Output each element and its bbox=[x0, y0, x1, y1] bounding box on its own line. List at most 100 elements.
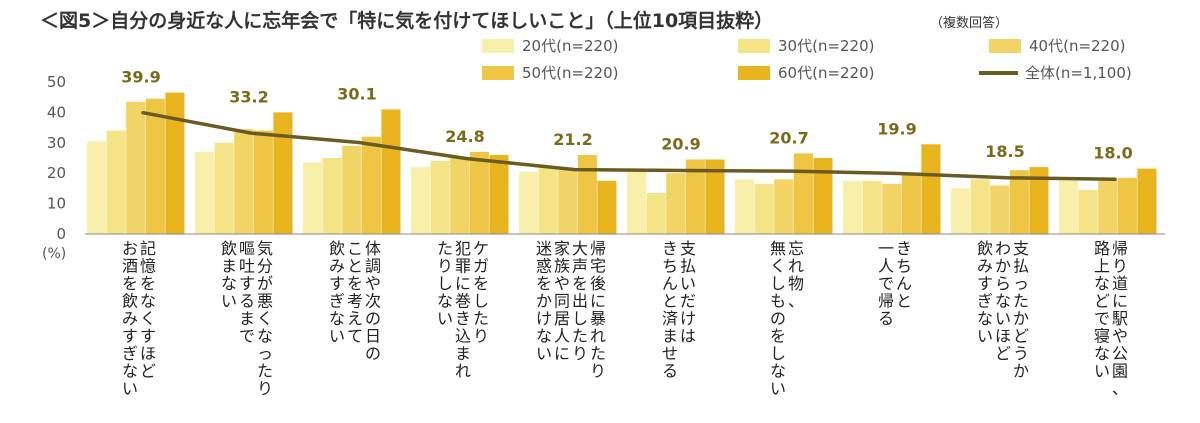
bar bbox=[627, 170, 647, 234]
bar bbox=[901, 174, 921, 234]
bar bbox=[1117, 177, 1137, 234]
bar bbox=[1029, 167, 1049, 234]
bar bbox=[342, 145, 362, 234]
legend-swatch bbox=[738, 66, 770, 80]
bar bbox=[145, 98, 165, 234]
bar bbox=[273, 112, 293, 234]
bar bbox=[489, 155, 509, 234]
category-label: わからないほど bbox=[995, 239, 1011, 363]
bar bbox=[165, 92, 185, 234]
data-label: 18.5 bbox=[985, 142, 1024, 161]
bar bbox=[1009, 170, 1029, 234]
bar bbox=[862, 180, 882, 234]
bar bbox=[793, 153, 813, 234]
bar bbox=[1078, 189, 1098, 234]
bars bbox=[87, 92, 1157, 234]
data-label: 21.2 bbox=[553, 130, 592, 149]
legend-label: 全体(n=1,100) bbox=[1025, 64, 1132, 82]
bar bbox=[195, 151, 215, 234]
bar bbox=[411, 167, 431, 234]
bar bbox=[322, 158, 342, 234]
bar bbox=[558, 170, 578, 234]
bar bbox=[990, 185, 1010, 234]
bar bbox=[1098, 179, 1118, 234]
y-tick-label: 0 bbox=[56, 225, 66, 243]
bar bbox=[646, 193, 666, 234]
bar bbox=[106, 130, 126, 234]
bar bbox=[685, 159, 705, 234]
data-label: 18.0 bbox=[1093, 144, 1132, 163]
bar bbox=[882, 183, 902, 234]
y-tick-label: 20 bbox=[47, 164, 66, 182]
bar bbox=[381, 109, 401, 234]
legend-label: 40代(n=220) bbox=[1029, 37, 1126, 55]
category-label: 大声を出したり bbox=[572, 239, 588, 363]
bar bbox=[450, 158, 470, 234]
category-label: 体調や次の日の bbox=[365, 239, 381, 363]
category-label: 無くしものをしない bbox=[770, 239, 786, 398]
bar bbox=[234, 129, 254, 234]
bar bbox=[597, 180, 617, 234]
bar bbox=[469, 151, 489, 234]
y-axis-unit: (%) bbox=[42, 246, 66, 262]
category-label: 家族や同居人に bbox=[554, 239, 570, 363]
category-label: お酒を飲みすぎない bbox=[122, 239, 138, 398]
data-label: 19.9 bbox=[877, 119, 916, 138]
bar bbox=[538, 167, 558, 234]
bar bbox=[430, 161, 450, 234]
bar bbox=[813, 158, 833, 234]
axes: 0 10 20 30 40 50 bbox=[47, 73, 1165, 243]
data-label: 24.8 bbox=[445, 127, 484, 146]
category-label: 忘れ物、 bbox=[788, 239, 804, 311]
category-label: 気分が悪くなったり bbox=[257, 239, 273, 398]
bar bbox=[1137, 168, 1157, 234]
category-label: 支払ったかどうか bbox=[1013, 239, 1029, 381]
category-label: 飲みすぎない bbox=[329, 239, 345, 346]
category-label: 嘔吐するまで bbox=[239, 239, 255, 346]
bar bbox=[303, 162, 323, 234]
bar bbox=[1059, 180, 1079, 234]
category-label: 犯罪に巻き込まれ bbox=[455, 239, 471, 381]
legend-swatch bbox=[482, 66, 514, 80]
bar bbox=[126, 101, 146, 234]
chart-title: ＜図5＞自分の身近な人に忘年会で「特に気を付けてほしいこと」（上位10項目抜粋） bbox=[40, 9, 773, 32]
legend-swatch bbox=[989, 39, 1021, 53]
data-label: 39.9 bbox=[121, 68, 160, 87]
bar bbox=[253, 130, 273, 234]
category-label: 飲みすぎない bbox=[977, 239, 993, 346]
data-label: 30.1 bbox=[337, 84, 376, 103]
bar bbox=[519, 171, 539, 234]
category-label: 帰り道に駅や公園、 bbox=[1112, 239, 1128, 398]
bar bbox=[666, 173, 686, 234]
bar bbox=[214, 142, 234, 234]
bar bbox=[705, 159, 725, 234]
category-label: きちんと bbox=[896, 239, 912, 311]
bar bbox=[970, 179, 990, 234]
y-tick-label: 40 bbox=[47, 103, 66, 121]
category-label: 路上などで寝ない bbox=[1094, 239, 1110, 381]
bar bbox=[774, 179, 794, 234]
category-label: 記憶をなくすほど bbox=[140, 239, 156, 381]
legend-label: 20代(n=220) bbox=[522, 37, 619, 55]
category-label: ことを考えて bbox=[347, 239, 363, 346]
data-labels: 39.9 33.2 30.1 24.8 21.2 20.9 20.7 19.9 18.5 18.0 bbox=[121, 68, 1132, 163]
total-series-line bbox=[141, 110, 1117, 182]
y-tick-label: 50 bbox=[47, 73, 66, 91]
category-label: たりしない bbox=[437, 239, 453, 328]
legend-label: 50代(n=220) bbox=[522, 64, 619, 82]
data-label: 33.2 bbox=[229, 87, 268, 106]
bar bbox=[361, 136, 381, 234]
y-tick-label: 30 bbox=[47, 134, 66, 152]
data-label: 20.9 bbox=[661, 135, 700, 154]
legend-label: 60代(n=220) bbox=[778, 64, 875, 82]
category-label: 帰宅後に暴れたり bbox=[590, 239, 606, 381]
category-label: 一人で帰る bbox=[878, 239, 894, 328]
category-label: 飲まない bbox=[221, 239, 237, 311]
bar bbox=[754, 183, 774, 234]
bar bbox=[577, 155, 597, 234]
category-label: ケガをしたり bbox=[473, 239, 489, 346]
bar bbox=[843, 180, 863, 234]
chart-subtitle: （複数回答） bbox=[930, 15, 1008, 31]
